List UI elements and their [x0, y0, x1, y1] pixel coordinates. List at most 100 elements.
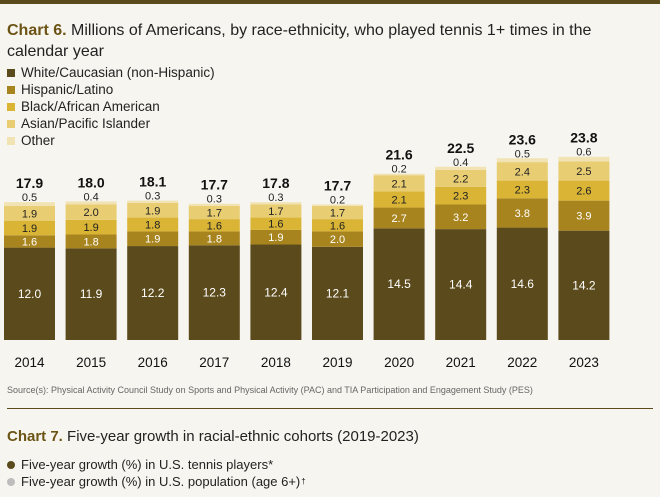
bar-segment — [188, 203, 240, 207]
chart6-legend-swatch — [7, 119, 15, 128]
x-tick-label: 2015 — [76, 355, 106, 370]
bar-segment — [435, 229, 487, 340]
bar-segment-label: 1.6 — [207, 220, 222, 232]
bar-segment — [4, 235, 55, 248]
bar-segment-label: 2.3 — [453, 191, 468, 203]
bar-total-label: 17.7 — [324, 177, 351, 193]
x-tick-label: 2017 — [199, 355, 229, 370]
chart7-legend-dot-tennis — [7, 460, 15, 469]
bar-segment-label: 0.3 — [207, 194, 222, 206]
bar-segment-label: 14.4 — [449, 278, 473, 292]
bar-segment — [558, 156, 610, 162]
bar-total-label: 22.5 — [447, 140, 474, 156]
section-divider — [7, 408, 653, 409]
bar-total-label: 17.9 — [16, 175, 43, 191]
bar-segment-label: 1.7 — [268, 206, 283, 218]
bar-segment-label: 12.0 — [18, 287, 42, 301]
bar-segment-label: 1.8 — [145, 220, 160, 232]
bar-segment-label: 12.3 — [203, 286, 227, 300]
bar-segment-label: 0.3 — [268, 192, 283, 204]
bar-segment-label: 12.1 — [326, 286, 350, 300]
bar-segment — [65, 219, 117, 235]
bar-segment — [435, 169, 487, 187]
bar-segment — [127, 231, 179, 247]
chart6-title: Chart 6. Millions of Americans, by race-… — [7, 20, 647, 62]
chart6-legend-item: Hispanic/Latino — [7, 81, 215, 98]
bar-segment — [4, 247, 55, 340]
chart7-title-text: Five-year growth in racial-ethnic cohort… — [67, 428, 419, 445]
bar-segment-label: 2.4 — [515, 166, 530, 178]
bar-segment — [312, 219, 363, 232]
bar-segment-label: 2.2 — [453, 173, 468, 185]
bar-segment-label: 0.5 — [22, 192, 37, 204]
bar-segment — [435, 166, 487, 170]
bar-segment-label: 2.6 — [576, 186, 591, 198]
chart6-title-number: Chart 6. — [7, 22, 67, 39]
chart6-legend-label: Hispanic/Latino — [21, 82, 114, 97]
bar-segment — [188, 245, 240, 340]
chart6-legend-swatch — [7, 85, 15, 94]
bar-total-label: 18.1 — [139, 174, 166, 190]
bar-segment — [65, 201, 117, 205]
chart6-legend-label: Black/African American — [21, 99, 160, 114]
bar-segment — [435, 204, 487, 230]
bar-segment — [435, 186, 487, 205]
bar-segment — [496, 162, 548, 181]
bar-segment — [250, 229, 302, 245]
bar-segment — [312, 231, 363, 247]
bar-segment-label: 1.9 — [22, 223, 37, 235]
chart6-legend-item: White/Caucasian (non-Hispanic) — [7, 64, 215, 81]
bar-segment-label: 0.4 — [83, 191, 98, 203]
bar-segment — [558, 200, 610, 231]
bar-segment — [312, 246, 363, 340]
chart7-legend-label-population: Five-year growth (%) in U.S. population … — [21, 474, 301, 489]
bar-segment-label: 11.9 — [80, 287, 103, 301]
bar-segment — [188, 219, 240, 232]
bar-segment — [373, 175, 425, 192]
chart6-legend-item: Asian/Pacific Islander — [7, 115, 215, 132]
chart7-legend-dot-population — [7, 477, 15, 486]
x-tick-label: 2020 — [384, 355, 414, 370]
chart6-legend-swatch — [7, 136, 15, 145]
bar-segment — [558, 180, 610, 201]
chart7-legend-sup-population: † — [301, 477, 306, 486]
bar-total-label: 18.0 — [77, 174, 104, 190]
bar-segment-label: 1.6 — [330, 220, 345, 232]
bar-segment-label: 1.9 — [268, 232, 283, 244]
bar-segment-label: 0.3 — [145, 191, 160, 203]
chart6-legend-item: Other — [7, 132, 215, 149]
x-tick-label: 2018 — [261, 355, 291, 370]
bar-segment — [373, 228, 425, 340]
bar-segment-label: 3.9 — [576, 211, 591, 223]
bar-segment-label: 2.0 — [83, 207, 98, 219]
top-accent-bar — [0, 0, 660, 4]
bar-segment — [558, 161, 610, 181]
bar-segment-label: 2.7 — [391, 213, 406, 225]
bar-total-label: 23.8 — [570, 130, 597, 146]
chart7-legend-item-population: Five-year growth (%) in U.S. population … — [7, 473, 306, 490]
bar-segment — [188, 206, 240, 220]
source-note: Source(s): Physical Activity Council Stu… — [7, 385, 533, 395]
bar-segment-label: 1.7 — [330, 208, 345, 220]
bar-segment — [188, 231, 240, 246]
bar-segment-label: 14.2 — [572, 278, 596, 292]
chart6-legend: White/Caucasian (non-Hispanic) Hispanic/L… — [7, 64, 215, 149]
bar-segment — [373, 191, 425, 208]
bar-segment — [127, 246, 179, 340]
bar-segment-label: 1.6 — [22, 236, 37, 248]
x-tick-label: 2023 — [569, 355, 599, 370]
bar-total-label: 17.8 — [262, 175, 289, 191]
bar-segment-label: 1.9 — [22, 208, 37, 220]
bar-segment-label: 0.5 — [515, 148, 530, 160]
bar-segment-label: 14.5 — [387, 277, 411, 291]
chart6-title-text: Millions of Americans, by race-ethnicity… — [7, 22, 592, 60]
bar-segment-label: 2.1 — [391, 194, 406, 206]
bar-segment — [65, 234, 117, 249]
x-tick-label: 2019 — [322, 355, 352, 370]
x-tick-label: 2014 — [14, 355, 45, 370]
bar-segment — [312, 206, 363, 220]
bar-segment-label: 12.4 — [264, 285, 288, 299]
bar-segment — [65, 204, 117, 220]
bar-segment-label: 0.2 — [391, 164, 406, 176]
bar-segment-label: 3.2 — [453, 212, 468, 224]
